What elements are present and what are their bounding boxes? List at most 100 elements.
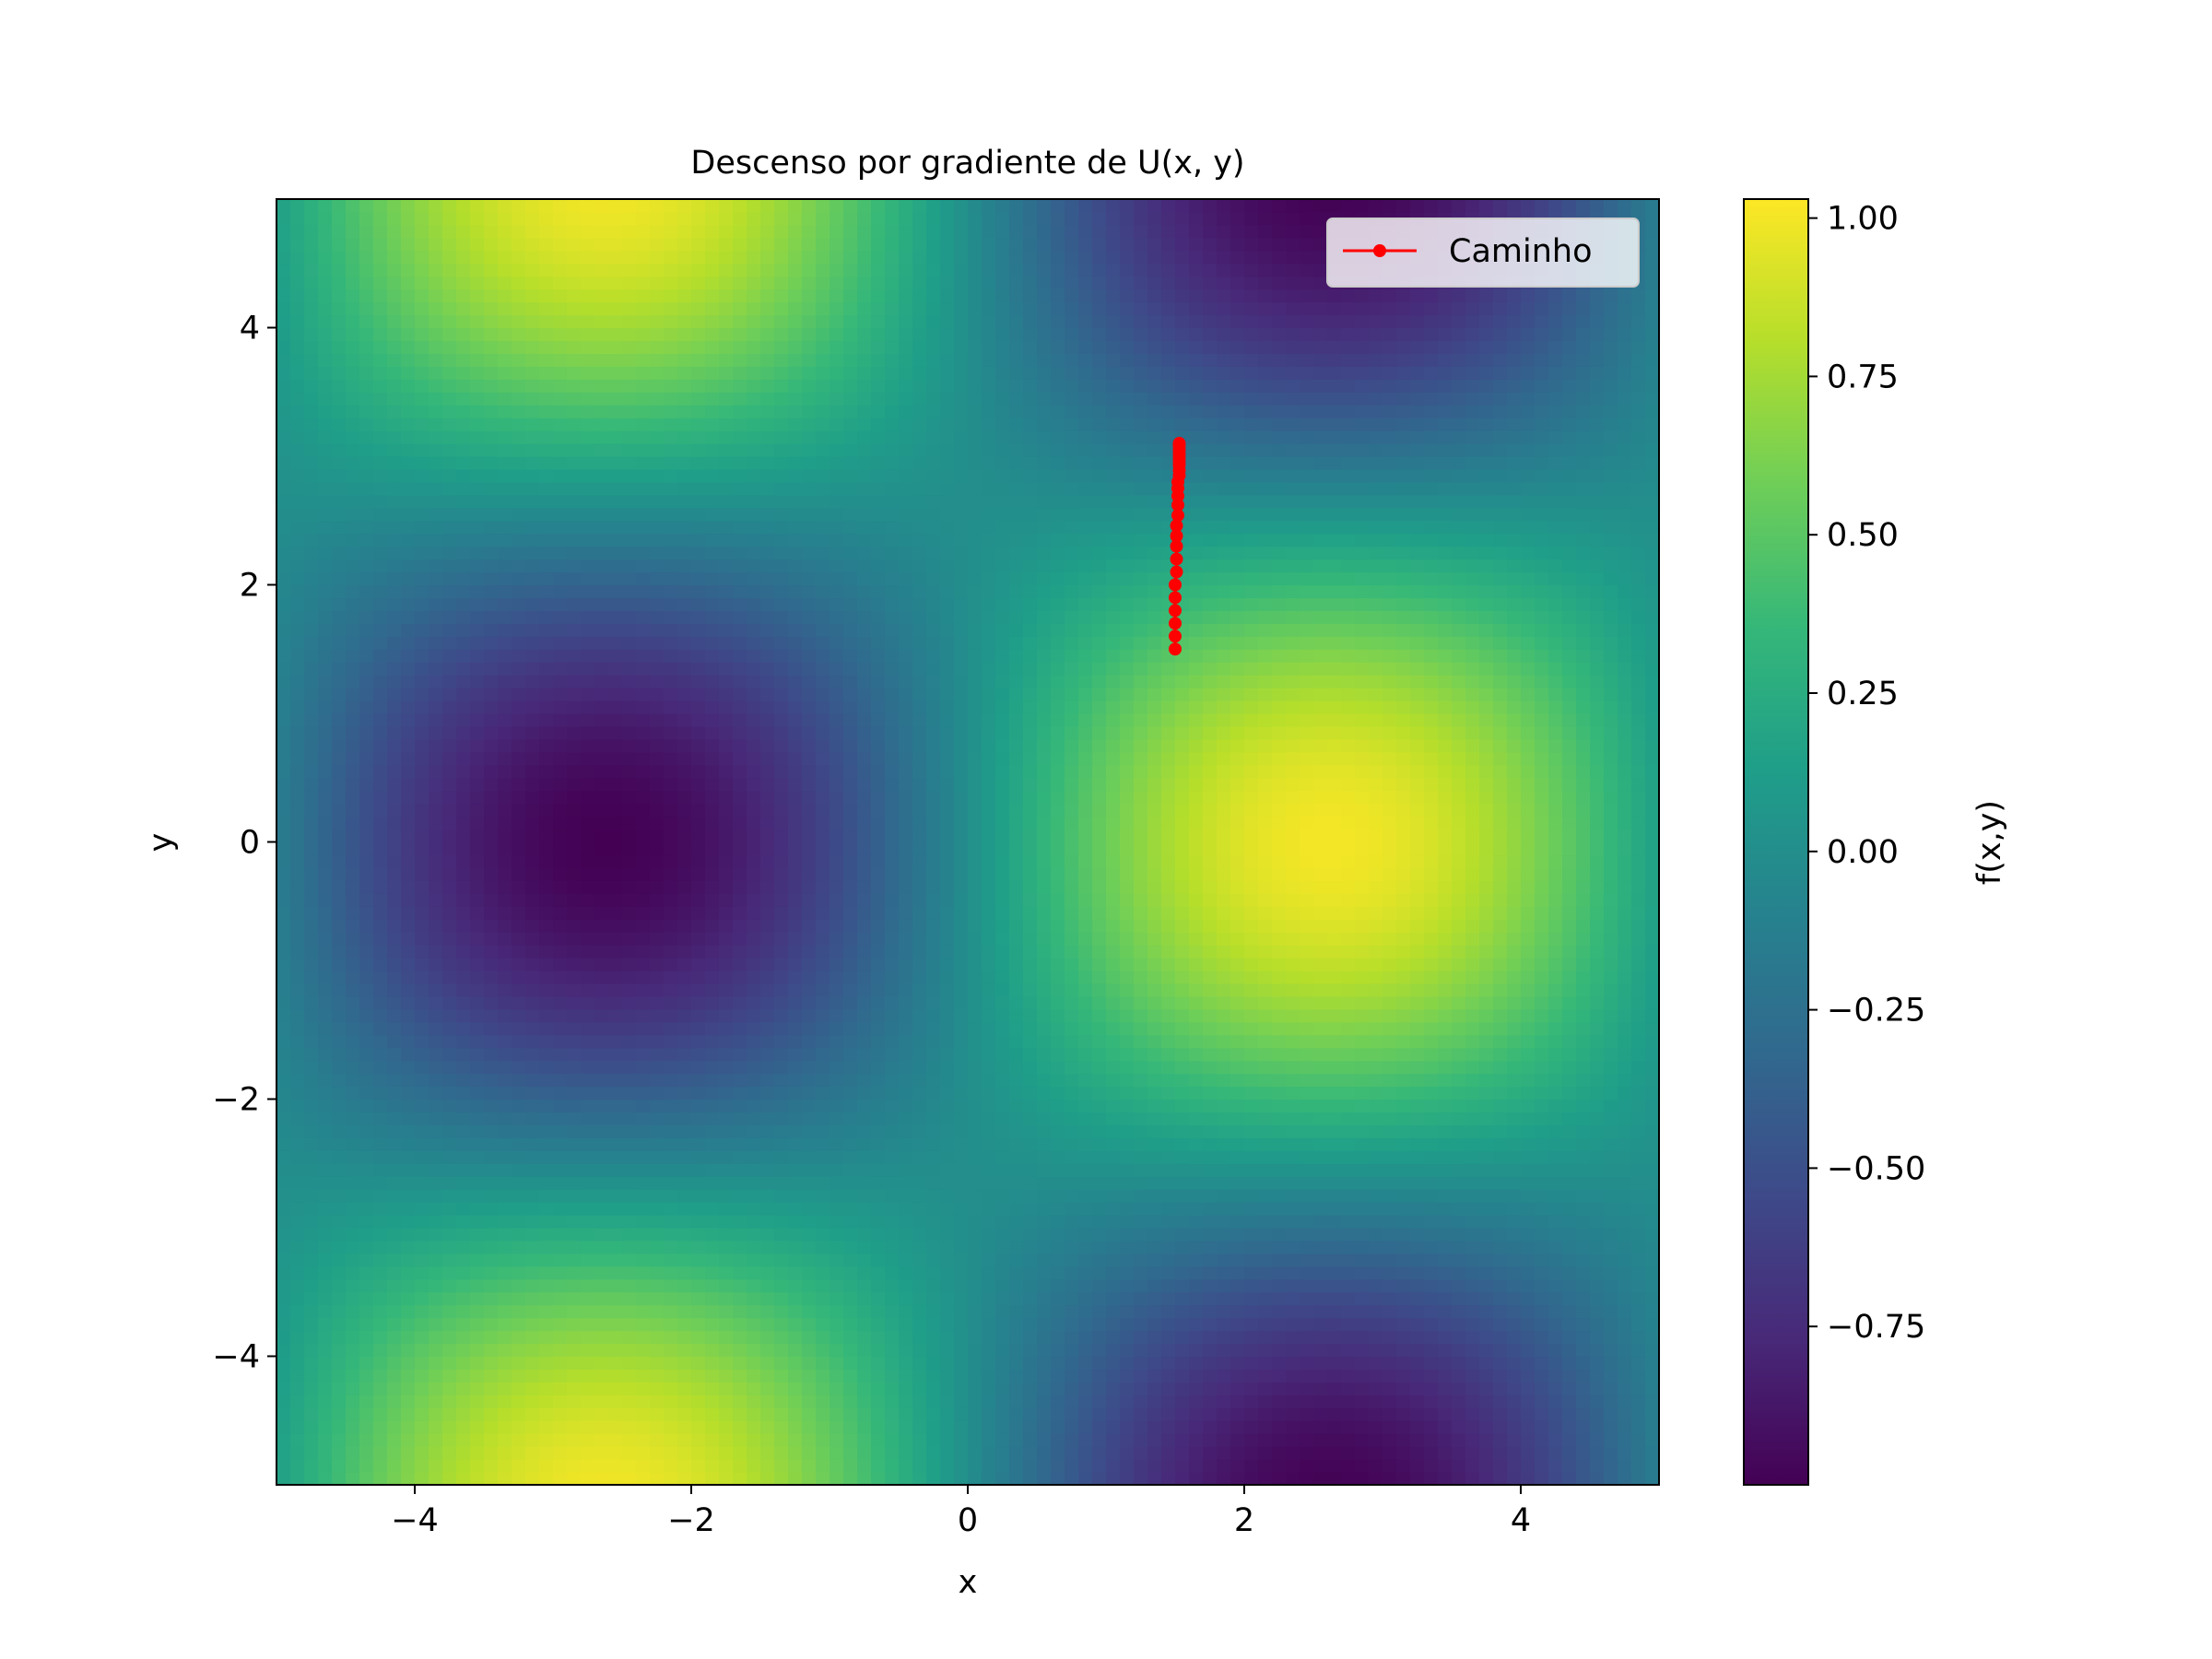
- heatmap-cell: [1631, 1304, 1646, 1319]
- heatmap-cell: [359, 1317, 374, 1332]
- heatmap-cell: [719, 1060, 734, 1075]
- heatmap-cell: [760, 1369, 775, 1382]
- heatmap-cell: [1604, 1253, 1618, 1267]
- heatmap-cell: [1535, 1330, 1549, 1345]
- heatmap-cell: [539, 1112, 554, 1125]
- heatmap-cell: [1327, 1394, 1342, 1408]
- heatmap-cell: [1548, 1047, 1563, 1062]
- heatmap-cell: [1341, 1215, 1356, 1229]
- heatmap-cell: [1631, 1034, 1646, 1049]
- heatmap-cell: [608, 1343, 623, 1358]
- heatmap-cell: [1023, 1176, 1038, 1190]
- heatmap-cell: [373, 841, 388, 856]
- heatmap-cell: [747, 1086, 761, 1100]
- heatmap-cell: [1452, 1215, 1466, 1229]
- heatmap-cell: [1203, 1330, 1218, 1345]
- heatmap-cell: [899, 1137, 913, 1151]
- heatmap-cell: [373, 1176, 388, 1190]
- heatmap-cell: [304, 1099, 319, 1113]
- heatmap-cell: [1465, 1369, 1480, 1382]
- heatmap-cell: [802, 1291, 817, 1306]
- heatmap-cell: [802, 1433, 817, 1447]
- heatmap-cell: [1286, 1021, 1300, 1036]
- heatmap-cell: [1065, 1060, 1079, 1075]
- heatmap-cell: [1078, 1446, 1093, 1460]
- heatmap-cell: [788, 945, 803, 959]
- heatmap-cell: [802, 1394, 817, 1408]
- heatmap-cell: [512, 1073, 526, 1088]
- heatmap-cell: [1424, 1472, 1439, 1486]
- heatmap-cell: [705, 1240, 720, 1254]
- heatmap-cell: [871, 1047, 886, 1062]
- heatmap-cell: [1590, 1330, 1605, 1345]
- heatmap-cell: [1300, 1228, 1314, 1241]
- heatmap-cell: [1147, 1265, 1162, 1280]
- heatmap-cell: [1120, 1304, 1135, 1319]
- heatmap-cell: [1521, 945, 1535, 959]
- heatmap-cell: [677, 982, 692, 997]
- heatmap-cell: [346, 1420, 360, 1434]
- heatmap-cell: [760, 1446, 775, 1460]
- heatmap-cell: [1396, 1228, 1411, 1241]
- heatmap-cell: [456, 1343, 471, 1358]
- heatmap-cell: [1645, 1176, 1660, 1190]
- heatmap-cell: [318, 1163, 333, 1177]
- heatmap-cell: [1507, 1356, 1522, 1371]
- heatmap-cell: [1244, 854, 1259, 868]
- heatmap-cell: [1493, 1021, 1508, 1036]
- heatmap-cell: [1604, 1073, 1618, 1088]
- heatmap-cell: [733, 1228, 747, 1241]
- heatmap-cell: [1465, 919, 1480, 933]
- heatmap-cell: [373, 1112, 388, 1125]
- heatmap-cell: [995, 1163, 1010, 1177]
- heatmap-cell: [802, 1446, 817, 1460]
- heatmap-cell: [1327, 995, 1342, 1010]
- heatmap-cell: [760, 867, 775, 881]
- heatmap-cell: [1493, 1317, 1508, 1332]
- heatmap-cell: [1147, 1317, 1162, 1332]
- heatmap-cell: [1313, 1189, 1328, 1203]
- heatmap-cell: [1521, 1163, 1535, 1177]
- heatmap-cell: [1009, 1150, 1024, 1164]
- heatmap-cell: [1562, 1099, 1577, 1113]
- heatmap-cell: [816, 1163, 830, 1177]
- heatmap-cell: [1341, 841, 1356, 856]
- heatmap-cell: [387, 1008, 402, 1023]
- heatmap-cell: [1618, 1394, 1632, 1408]
- heatmap-cell: [539, 1008, 554, 1023]
- heatmap-cell: [1106, 1317, 1121, 1332]
- heatmap-cell: [498, 958, 512, 971]
- heatmap-cell: [581, 1086, 595, 1100]
- heatmap-cell: [1189, 1099, 1204, 1113]
- heatmap-cell: [774, 1382, 789, 1395]
- heatmap-cell: [1645, 1330, 1660, 1345]
- heatmap-cell: [415, 854, 429, 868]
- heatmap-cell: [1562, 1291, 1577, 1306]
- heatmap-cell: [470, 1034, 485, 1049]
- heatmap-cell: [415, 1317, 429, 1332]
- heatmap-cell: [1051, 995, 1065, 1010]
- heatmap-cell: [1590, 919, 1605, 933]
- heatmap-cell: [1618, 867, 1632, 881]
- heatmap-cell: [373, 1459, 388, 1473]
- heatmap-cell: [1493, 1073, 1508, 1088]
- heatmap-cell: [1300, 867, 1314, 881]
- heatmap-cell: [1092, 995, 1107, 1010]
- heatmap-cell: [290, 1060, 305, 1075]
- heatmap-cell: [940, 1060, 955, 1075]
- heatmap-cell: [677, 1150, 692, 1164]
- heatmap-cell: [1230, 1420, 1245, 1434]
- heatmap-cell: [1465, 1472, 1480, 1486]
- heatmap-cell: [1203, 1356, 1218, 1371]
- heatmap-cell: [1147, 945, 1162, 959]
- heatmap-cell: [1369, 1163, 1383, 1177]
- heatmap-cell: [636, 1394, 651, 1408]
- heatmap-cell: [940, 982, 955, 997]
- heatmap-cell: [1590, 958, 1605, 971]
- heatmap-cell: [401, 958, 416, 971]
- heatmap-cell: [1051, 1202, 1065, 1216]
- heatmap-cell: [1341, 1086, 1356, 1100]
- heatmap-cell: [1009, 893, 1024, 907]
- heatmap-cell: [1313, 945, 1328, 959]
- heatmap-cell: [470, 854, 485, 868]
